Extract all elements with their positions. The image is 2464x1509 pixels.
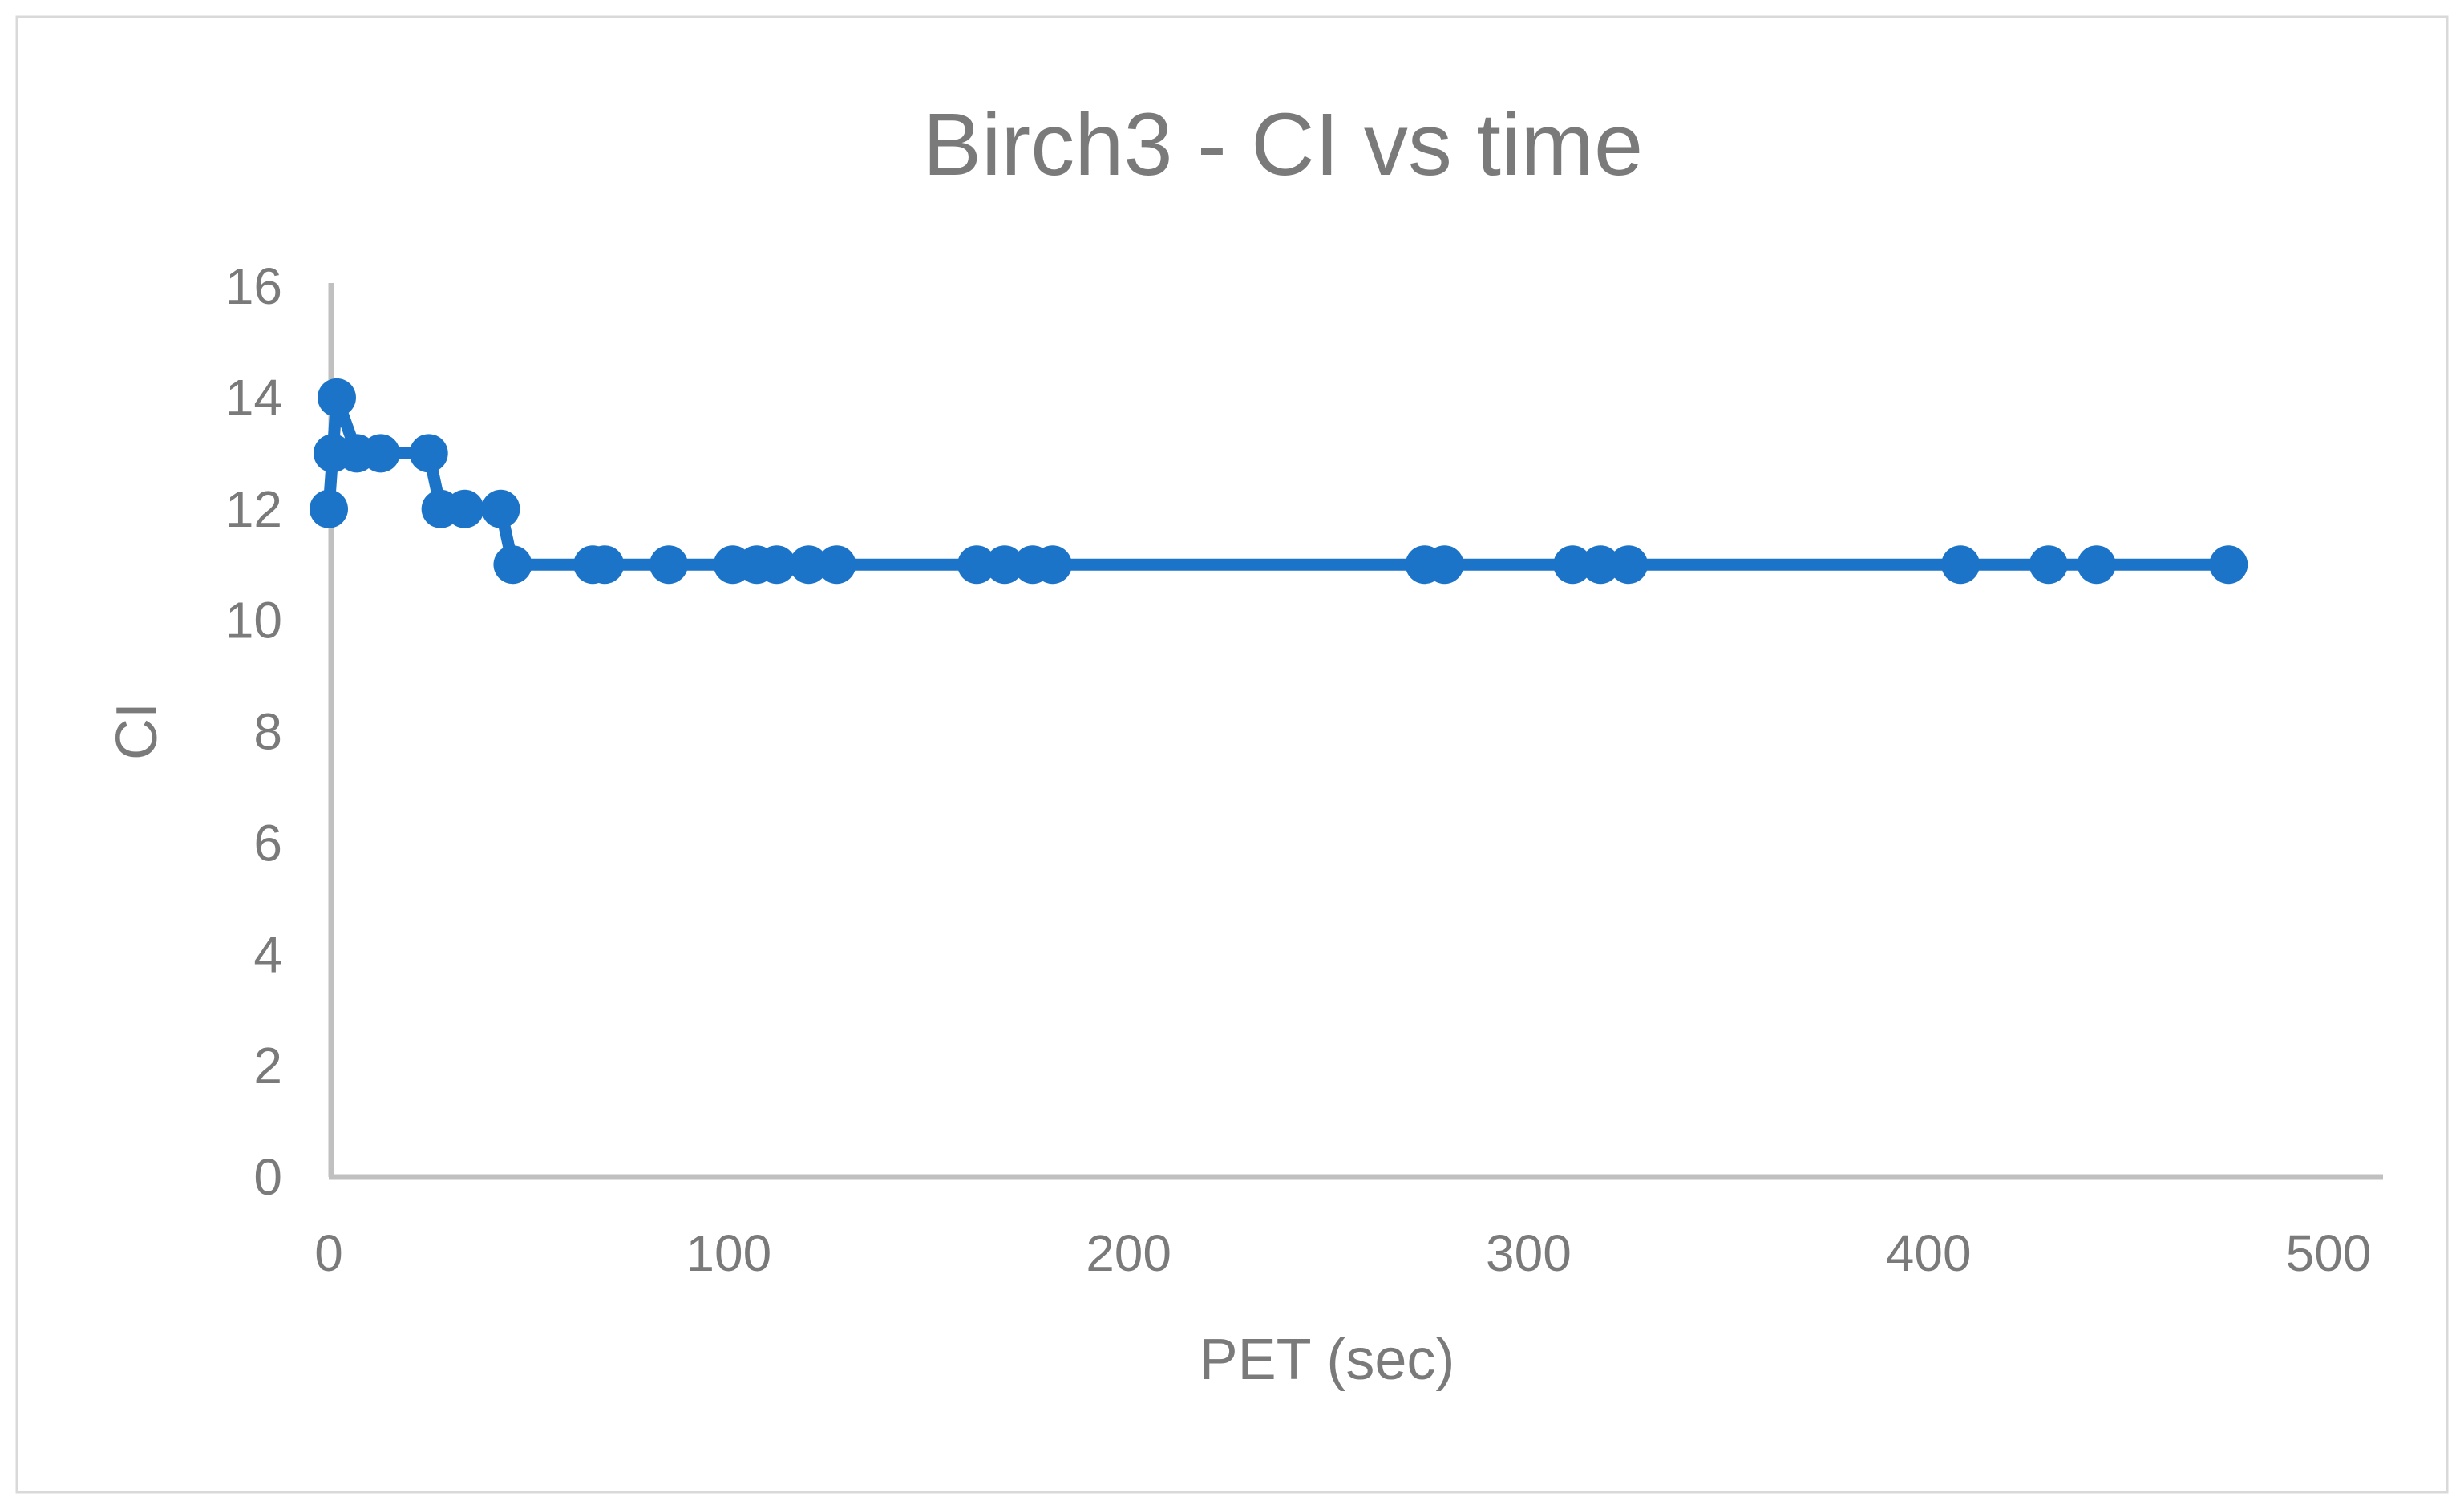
data-point-marker: [1581, 545, 1620, 585]
y-axis-title: CI: [105, 702, 169, 760]
x-axis-tick-labels: 0 100 200 300 400 500: [314, 1224, 2371, 1282]
chart-border: [15, 15, 2449, 1494]
data-point-marker: [317, 378, 356, 417]
chart-title: Birch3 - CI vs time: [923, 95, 1643, 194]
data-point-marker: [2029, 545, 2068, 585]
data-point-marker: [1425, 545, 1464, 585]
x-tick-label-400: 400: [1886, 1224, 1972, 1282]
data-point-marker: [2209, 545, 2248, 585]
x-tick-label-0: 0: [314, 1224, 343, 1282]
y-tick-label-8: 8: [253, 703, 282, 761]
data-point-marker: [493, 545, 532, 585]
data-point-marker: [649, 545, 688, 585]
series-ci: [310, 378, 2248, 585]
y-tick-label-4: 4: [253, 925, 282, 983]
data-point-marker: [957, 545, 997, 585]
x-axis-title: PET (sec): [1200, 1328, 1455, 1392]
data-point-marker: [2077, 545, 2116, 585]
y-tick-label-16: 16: [225, 257, 282, 315]
y-tick-label-10: 10: [225, 592, 282, 649]
x-tick-label-500: 500: [2286, 1224, 2372, 1282]
y-tick-label-6: 6: [253, 814, 282, 872]
data-point-marker: [310, 489, 348, 528]
data-point-marker: [1941, 545, 1981, 585]
data-point-marker: [361, 434, 400, 473]
data-point-marker: [481, 489, 520, 528]
y-axis-tick-labels: 0 2 4 6 8 10 12 14 16: [225, 257, 282, 1206]
data-point-marker: [409, 434, 448, 473]
data-point-marker: [757, 545, 796, 585]
x-tick-label-100: 100: [686, 1224, 771, 1282]
data-point-marker: [985, 545, 1024, 585]
x-tick-label-300: 300: [1486, 1224, 1572, 1282]
data-point-marker: [789, 545, 828, 585]
y-tick-label-14: 14: [225, 369, 282, 427]
y-tick-label-0: 0: [253, 1148, 282, 1206]
data-point-marker: [817, 545, 856, 585]
x-tick-label-200: 200: [1086, 1224, 1171, 1282]
y-tick-label-12: 12: [225, 480, 282, 538]
data-point-marker: [1033, 545, 1072, 585]
data-point-marker: [1609, 545, 1649, 585]
data-point-marker: [1553, 545, 1592, 585]
data-point-marker: [585, 545, 625, 585]
data-point-marker: [445, 489, 484, 528]
y-tick-label-2: 2: [253, 1037, 282, 1094]
